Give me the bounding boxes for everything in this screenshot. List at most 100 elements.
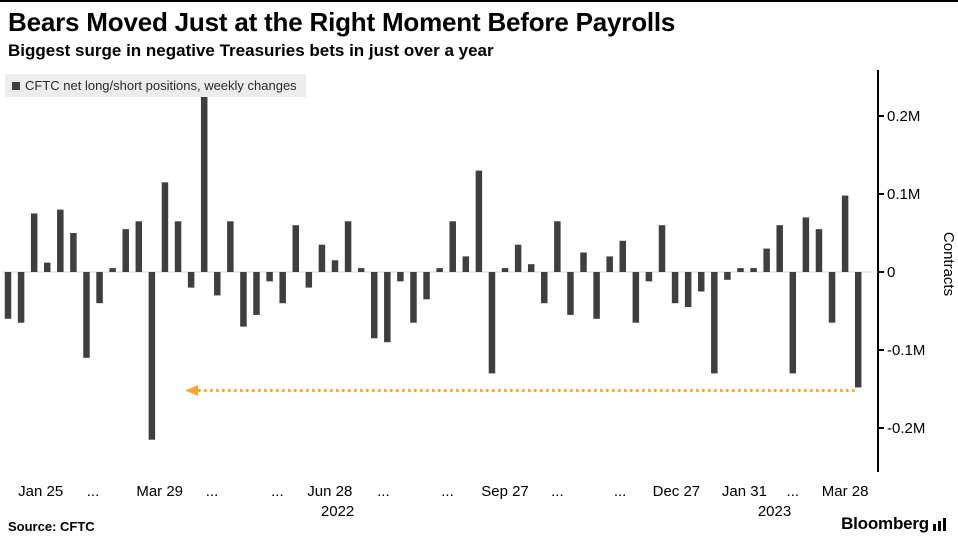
bar (4, 272, 12, 319)
bar (632, 272, 640, 323)
page-title: Bears Moved Just at the Right Moment Bef… (8, 7, 676, 37)
x-tick-label: Jun 28 (307, 483, 352, 500)
bar (384, 272, 391, 343)
bar (828, 272, 836, 323)
y-tick-label: -0.2M (887, 420, 925, 437)
x-tick-label: Jan 31 (722, 483, 767, 500)
bar (854, 272, 862, 388)
x-tick-label: Sep 27 (481, 483, 529, 500)
bar (227, 221, 234, 272)
bloomberg-logo: Bloomberg (841, 514, 946, 534)
bar (750, 268, 757, 272)
bar (174, 221, 182, 272)
x-tick-label: Dec 27 (653, 483, 701, 500)
bar (711, 272, 718, 374)
bar (436, 268, 443, 272)
bar (841, 195, 849, 272)
bar (423, 272, 430, 300)
bar (292, 225, 300, 272)
bar (541, 272, 548, 304)
bloomberg-wordmark: Bloomberg (841, 514, 929, 533)
x-tick-label: Mar 28 (822, 483, 869, 500)
bar (462, 256, 470, 272)
bar (606, 256, 613, 272)
bar (776, 225, 783, 272)
x-tick-label: Jan 25 (18, 483, 63, 500)
bar (737, 268, 744, 272)
bar (214, 272, 221, 296)
bar (697, 272, 705, 292)
bar (658, 225, 666, 272)
y-tick-label: 0.1M (887, 186, 920, 203)
bar (148, 272, 156, 440)
annotation-arrow-icon (185, 385, 199, 397)
chart-area: CFTC net long/short positions, weekly ch… (0, 64, 958, 524)
bar (789, 272, 797, 374)
bar (17, 272, 25, 323)
bar (135, 221, 143, 272)
y-tick-label: 0 (887, 264, 895, 281)
bar (527, 264, 535, 272)
bar (187, 272, 195, 288)
bar (671, 272, 679, 304)
x-tick-label: ... (551, 483, 564, 500)
bar (83, 272, 90, 358)
y-tick-label: 0.2M (887, 108, 920, 125)
y-tick-label: -0.1M (887, 342, 925, 359)
bar (357, 268, 365, 272)
page-subtitle: Biggest surge in negative Treasuries bet… (8, 40, 494, 60)
bar (305, 272, 313, 288)
bar (449, 221, 456, 272)
source-label: Source: CFTC (8, 519, 95, 534)
bar (344, 221, 352, 272)
y-axis-title: Contracts (940, 232, 957, 296)
bar (554, 221, 561, 272)
bar (593, 272, 600, 319)
legend: CFTC net long/short positions, weekly ch… (5, 74, 306, 97)
bar (109, 268, 116, 272)
chart-header: Bears Moved Just at the Right Moment Bef… (0, 2, 958, 61)
footer: Source: CFTC Bloomberg (8, 514, 946, 534)
x-tick-label: ... (441, 483, 454, 500)
bar (279, 272, 286, 304)
bar (488, 272, 496, 374)
bar (57, 209, 64, 272)
x-tick-label: ... (787, 483, 800, 500)
bar (331, 260, 339, 272)
x-tick-label: ... (87, 483, 100, 500)
bar (580, 252, 587, 272)
bar (30, 213, 38, 272)
x-tick-label: Mar 29 (136, 483, 183, 500)
bar (763, 248, 770, 272)
x-tick-label: ... (377, 483, 390, 500)
bar (397, 272, 404, 282)
bar (253, 272, 260, 315)
bar (619, 240, 627, 272)
bar (724, 272, 731, 280)
bar (645, 272, 653, 282)
bar (410, 272, 417, 323)
bar (684, 272, 692, 308)
bar (815, 229, 823, 272)
x-tick-label: ... (614, 483, 627, 500)
bar (475, 170, 483, 272)
bar (501, 268, 509, 272)
chart-svg: 0.2M 0.1M 0 -0.1M -0.2M Jan 25... Mar 29......… (2, 70, 957, 520)
bar (802, 217, 810, 272)
bar (567, 272, 574, 315)
bar (96, 272, 103, 304)
year-label: 2022 (321, 503, 354, 520)
bar (266, 272, 273, 282)
bar (70, 233, 77, 272)
bar (200, 96, 208, 272)
x-tick-label: ... (271, 483, 284, 500)
bar (370, 272, 378, 339)
legend-swatch-icon (12, 81, 20, 90)
bar (43, 262, 51, 272)
legend-label: CFTC net long/short positions, weekly ch… (25, 78, 297, 93)
bar (240, 272, 247, 327)
year-label: 2023 (758, 503, 791, 520)
bar (122, 229, 129, 272)
bar (514, 244, 522, 272)
